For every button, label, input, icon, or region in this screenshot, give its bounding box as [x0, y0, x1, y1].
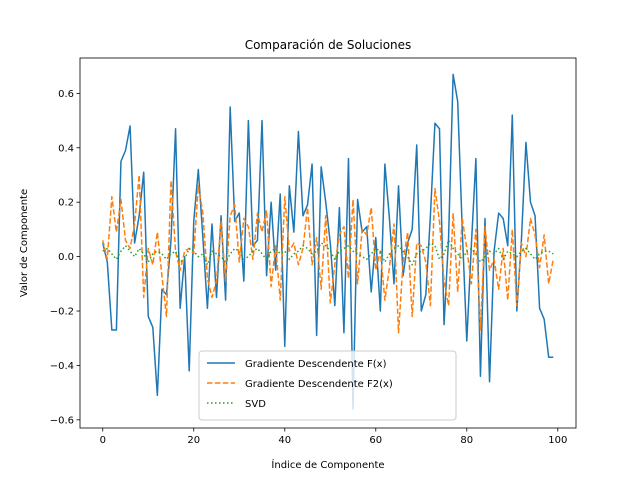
y-tick-label: 0.0: [58, 252, 74, 263]
x-tick-label: 40: [278, 435, 291, 446]
series-line-3: [102, 239, 554, 266]
legend-frame: [198, 350, 457, 421]
y-tick-label: −0.4: [50, 361, 74, 372]
legend-label-3: SVD: [245, 399, 266, 410]
x-tick-label: 20: [187, 435, 200, 446]
x-tick-label: 80: [460, 435, 473, 446]
plot-area: [102, 73, 554, 410]
x-tick-label: 100: [548, 435, 567, 446]
x-tick-label: 0: [100, 435, 106, 446]
series-line-2: [102, 174, 554, 334]
y-tick-label: 0.4: [58, 143, 74, 154]
chart-title: Comparación de Soluciones: [245, 38, 412, 52]
plot-frame: [79, 57, 577, 429]
legend-label-2: Gradiente Descendente F2(x): [245, 379, 393, 390]
y-tick-label: −0.6: [50, 415, 74, 426]
x-tick-label: 60: [369, 435, 382, 446]
y-tick-label: −0.2: [50, 307, 74, 318]
y-tick-label: 0.2: [58, 198, 74, 209]
axis-ticks: 0 20 40 60 80 100 −0.6 −0.4 −0.2 0.0 0.2 0.4 0.6: [50, 89, 568, 446]
y-axis-label: Valor de Componente: [19, 189, 30, 297]
legend: Gradiente Descendente F(x) Gradiente Desc…: [198, 350, 457, 421]
x-axis-label: Índice de Componente: [271, 458, 384, 471]
legend-label-1: Gradiente Descendente F(x): [245, 359, 387, 370]
y-tick-label: 0.6: [58, 89, 74, 100]
